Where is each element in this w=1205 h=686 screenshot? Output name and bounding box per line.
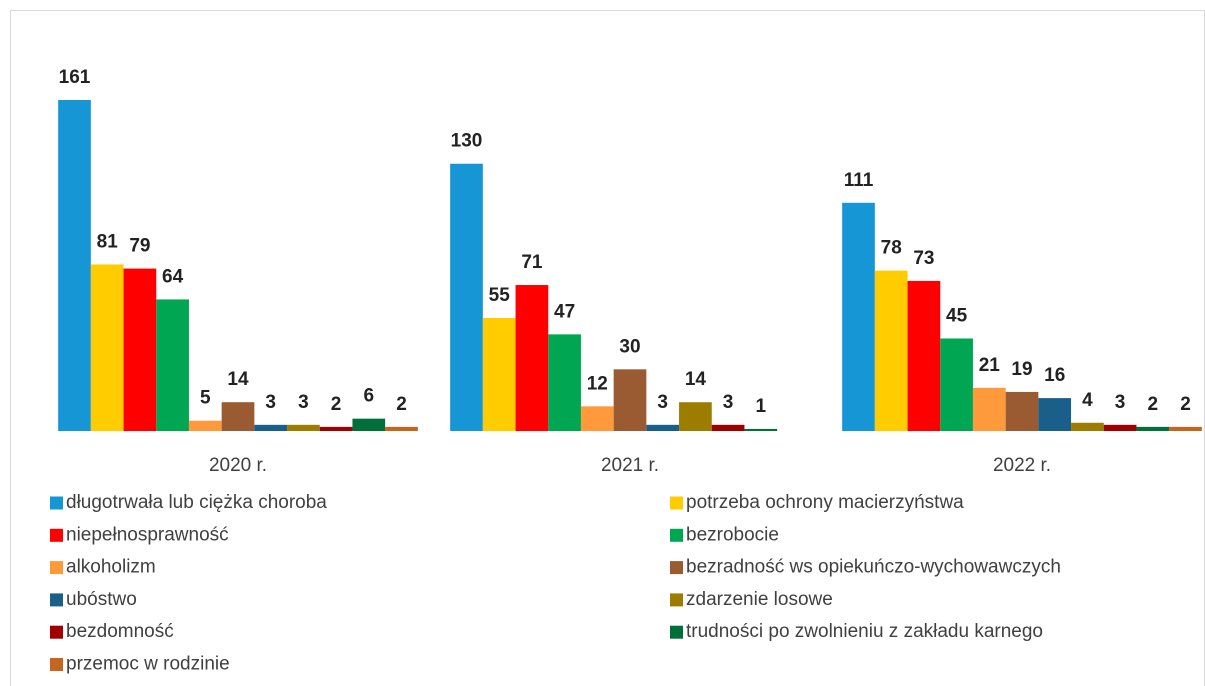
legend-label: bezradność ws opiekuńczo-wychowawczych <box>686 557 1061 578</box>
data-label: 111 <box>844 170 874 191</box>
bar <box>58 100 91 431</box>
bar <box>1103 424 1137 431</box>
bar <box>287 424 320 431</box>
legend-swatch <box>670 593 683 607</box>
data-label: 2 <box>396 394 407 415</box>
data-label: 45 <box>946 306 968 327</box>
bar <box>482 317 516 431</box>
data-label: 5 <box>200 388 211 409</box>
data-label: 2 <box>331 394 342 415</box>
data-label: 3 <box>657 392 668 413</box>
legend-label: trudności po zwolnieniu z zakładu karneg… <box>686 621 1043 642</box>
bar <box>1038 398 1072 431</box>
bar <box>646 424 680 431</box>
data-label: 30 <box>619 336 640 357</box>
data-label: 12 <box>587 373 608 394</box>
bar <box>188 420 222 431</box>
legend-swatch <box>670 528 683 542</box>
data-label: 161 <box>59 67 91 88</box>
bar <box>874 270 908 431</box>
data-label: 78 <box>881 238 902 259</box>
data-label: 3 <box>265 392 276 413</box>
bar <box>123 268 157 431</box>
data-label: 79 <box>129 236 150 257</box>
bar <box>385 426 418 431</box>
legend-label: bezrobocie <box>686 524 779 545</box>
bar <box>580 406 614 431</box>
legend-label: przemoc w rodzinie <box>66 654 230 675</box>
data-label: 4 <box>1082 390 1093 411</box>
legend-label: alkoholizm <box>66 557 156 578</box>
x-tick-label: 2022 r. <box>993 455 1051 476</box>
legend-swatch <box>670 496 683 510</box>
bar <box>744 428 778 431</box>
data-label: 1 <box>756 396 767 417</box>
data-label: 19 <box>1011 359 1032 380</box>
data-label: 130 <box>451 131 483 152</box>
bar <box>907 280 941 431</box>
data-label: 16 <box>1044 365 1065 386</box>
legend-swatch <box>50 561 63 575</box>
data-label: 55 <box>489 285 511 306</box>
data-label: 73 <box>913 248 934 269</box>
legend-swatch <box>50 593 63 607</box>
data-label: 3 <box>723 392 734 413</box>
legend-label: zdarzenie losowe <box>686 589 833 610</box>
legend-label: ubóstwo <box>66 589 137 610</box>
legend-label: bezdomność <box>66 621 174 642</box>
bar <box>1005 391 1039 431</box>
bar <box>613 369 647 431</box>
bar <box>515 285 549 431</box>
bar <box>1169 426 1202 431</box>
chart-border <box>10 10 1205 686</box>
legend-swatch <box>50 496 63 510</box>
bar <box>842 202 875 431</box>
bar <box>156 299 189 431</box>
bar <box>319 426 353 431</box>
data-label: 3 <box>298 392 309 413</box>
legend-swatch <box>50 658 63 671</box>
data-label: 71 <box>521 252 543 273</box>
data-label: 3 <box>1115 392 1126 413</box>
legend-label: niepełnosprawność <box>66 524 229 545</box>
bar <box>1071 422 1104 431</box>
bar <box>254 424 288 431</box>
legend-swatch <box>670 625 683 639</box>
x-tick-label: 2021 r. <box>601 455 659 476</box>
legend-swatch <box>50 528 63 542</box>
data-label: 21 <box>979 355 1001 376</box>
bar <box>940 338 973 431</box>
data-label: 2 <box>1180 394 1191 415</box>
bar <box>711 424 745 431</box>
data-label: 14 <box>685 369 707 390</box>
legend-label: potrzeba ochrony macierzyństwa <box>686 492 964 513</box>
bar <box>450 163 483 432</box>
x-tick-label: 2020 r. <box>209 455 267 476</box>
bar <box>221 402 255 431</box>
data-label: 2 <box>1148 394 1159 415</box>
data-label: 14 <box>227 369 249 390</box>
bar <box>352 418 386 431</box>
legend-swatch <box>670 561 683 575</box>
bar <box>679 402 712 431</box>
bar <box>1136 426 1170 431</box>
data-label: 6 <box>364 386 375 407</box>
data-label: 47 <box>554 301 575 322</box>
legend-swatch <box>50 625 63 639</box>
legend-label: długotrwała lub ciężka choroba <box>66 492 327 513</box>
bar <box>972 387 1006 431</box>
bar <box>90 264 124 431</box>
data-label: 64 <box>162 266 184 287</box>
bar <box>548 334 581 431</box>
data-label: 81 <box>97 231 119 252</box>
